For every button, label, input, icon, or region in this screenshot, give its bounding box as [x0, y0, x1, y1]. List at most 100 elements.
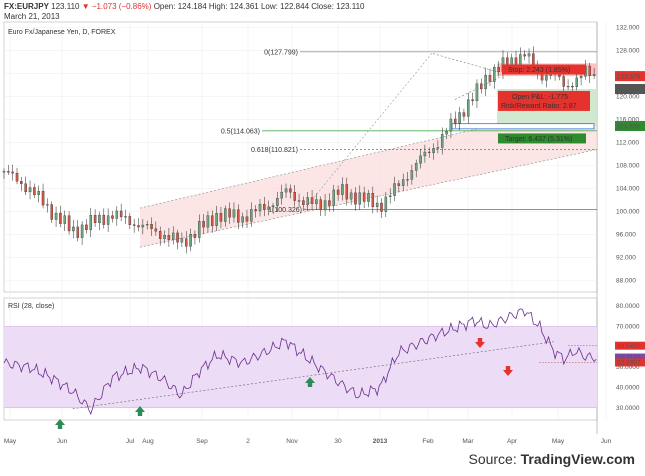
y-tick-label: 92.000 — [616, 255, 636, 262]
candle-body — [328, 200, 331, 206]
candle-body — [380, 202, 383, 212]
candle-body — [128, 216, 132, 225]
trend-channel — [140, 100, 597, 248]
candle-body — [475, 83, 479, 102]
candle-body — [98, 214, 101, 224]
candle-body — [332, 189, 336, 206]
candle-body — [523, 54, 526, 57]
candle-body — [493, 67, 496, 82]
date-label: March 21, 2013 — [4, 12, 60, 21]
fib-level-label: 0(127.799) — [264, 49, 298, 56]
candle-body — [436, 147, 440, 149]
candle-body — [258, 204, 262, 212]
candle-body — [171, 232, 175, 240]
rsi-band — [4, 326, 597, 408]
source-credit: Source: TradingView.com — [468, 451, 635, 467]
candle-body — [245, 216, 249, 222]
candle-body — [167, 235, 171, 240]
candle-body — [401, 179, 405, 186]
candle-body — [488, 74, 492, 82]
candle-body — [388, 195, 392, 198]
x-tick-label: May — [552, 438, 565, 445]
candle-body — [432, 148, 435, 153]
candle-body — [354, 192, 357, 205]
low-value: 122.844 — [280, 2, 310, 11]
candle-body — [20, 181, 23, 184]
y-tick-label: 128.000 — [616, 48, 640, 55]
candle-body — [202, 221, 205, 228]
candle-body — [59, 212, 62, 224]
rsi-value-badge — [615, 358, 645, 367]
candle-body — [198, 221, 201, 238]
candle-body — [115, 210, 119, 219]
candle-body — [24, 183, 27, 193]
rsi-y-tick-label: 70.0000 — [616, 323, 640, 330]
candle-body — [176, 232, 179, 243]
candle-body — [462, 112, 466, 117]
candle-body — [28, 187, 32, 193]
candle-body — [375, 202, 379, 208]
candle-body — [119, 210, 123, 218]
candle-body — [423, 151, 427, 157]
y-tick-label: 96.000 — [616, 232, 636, 239]
candle-body — [588, 65, 592, 76]
y-tick-label: 88.000 — [616, 278, 636, 285]
candle-body — [206, 215, 210, 228]
candle-body — [141, 224, 145, 228]
candle-body — [419, 155, 422, 164]
candle-body — [193, 234, 197, 238]
y-tick-label: 112.000 — [616, 140, 639, 147]
risk-reward-label: Risk/Reward Ratio: 2.87 — [501, 103, 577, 110]
candle-body — [293, 192, 296, 201]
low-label: Low: — [260, 2, 278, 11]
candle-body — [46, 204, 49, 206]
candle-body — [15, 172, 19, 182]
candle-body — [54, 212, 58, 220]
rsi-trend-line — [72, 341, 554, 410]
candle-body — [497, 67, 500, 73]
candle-body — [306, 197, 309, 205]
candle-body — [132, 224, 136, 226]
candle-body — [406, 179, 409, 181]
y-tick-label: 116.000 — [616, 117, 639, 124]
last-price: 123.110 — [51, 2, 80, 11]
candle-body — [76, 226, 80, 238]
candle-body — [289, 188, 292, 193]
candle-body — [184, 238, 188, 247]
candle-body — [484, 74, 487, 90]
candle-body — [263, 204, 266, 210]
fib-level-label: 1(100.326) — [268, 207, 302, 214]
candle-body — [349, 192, 353, 200]
open-value: 124.184 — [177, 2, 207, 11]
candle-body — [41, 190, 45, 206]
stop-label: Stop: 2.243 (1.85%) — [508, 67, 570, 74]
rsi-value-badge-label: 54.7149 — [617, 355, 641, 362]
rsi-value-badge — [615, 341, 645, 350]
candle-body — [33, 187, 36, 196]
candle-body — [211, 215, 214, 226]
rsi-line — [3, 308, 597, 415]
candle-body — [345, 184, 349, 200]
price-badge — [615, 84, 645, 95]
chart-header: FX:EURJPY 123.110 ▼ −1.073 (−0.86%) Open… — [4, 2, 365, 22]
high-label: High: — [208, 2, 228, 11]
candle-body — [150, 224, 153, 229]
sell-arrow-icon — [503, 366, 513, 376]
candle-body — [562, 76, 565, 87]
candle-body — [397, 183, 401, 186]
price-badge — [615, 120, 645, 131]
candle-body — [527, 53, 531, 57]
candle-body — [323, 200, 327, 211]
candle-body — [224, 208, 227, 222]
buy-arrow-icon — [55, 419, 65, 429]
fib-level-label: 0.5(114.063) — [221, 128, 260, 135]
x-tick-label: Apr — [507, 438, 518, 445]
candle-body — [189, 234, 192, 247]
candle-body — [241, 216, 244, 223]
candle-body — [414, 163, 418, 171]
x-tick-label: Sep — [196, 438, 208, 445]
candle-body — [410, 170, 414, 180]
candle-body — [384, 196, 388, 212]
candle-body — [124, 216, 127, 218]
